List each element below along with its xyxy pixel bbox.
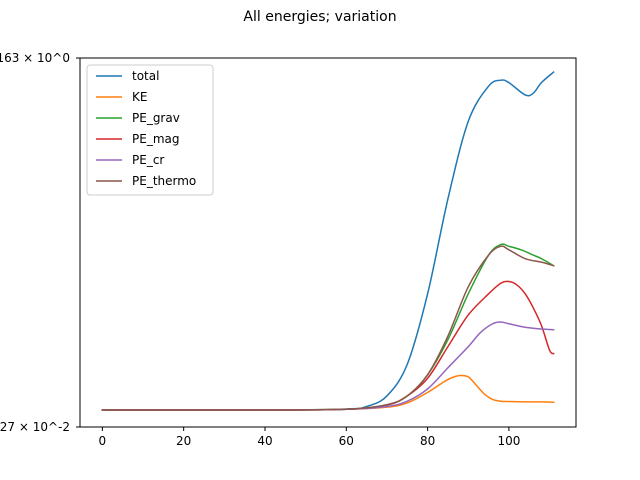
chart-title: All energies; variation xyxy=(243,9,396,25)
x-tick-label: 60 xyxy=(339,434,354,448)
series-line-ke xyxy=(101,374,555,411)
legend-label: total xyxy=(132,69,159,83)
x-tick-label: 100 xyxy=(497,434,520,448)
series-line-pe-mag xyxy=(101,280,555,411)
x-axis: 0 20 40 60 80 100 xyxy=(99,427,520,448)
legend-label: PE_thermo xyxy=(132,174,196,188)
x-tick-label: 40 xyxy=(257,434,272,448)
legend-label: PE_cr xyxy=(132,153,164,167)
y-tick-label-top: -163 × 10^0 xyxy=(0,51,70,65)
legend: total KE PE_grav PE_mag PE_cr PE_thermo xyxy=(86,64,214,196)
series-layer xyxy=(101,71,555,411)
legend-label: KE xyxy=(132,90,147,104)
series-line-pe-thermo xyxy=(101,245,555,411)
y-axis: -163 × 10^0 427 × 10^-2 xyxy=(0,51,80,434)
legend-label: PE_mag xyxy=(132,132,179,146)
series-line-pe-cr xyxy=(101,321,555,411)
legend-label: PE_grav xyxy=(132,111,180,125)
x-tick-label: 0 xyxy=(99,434,107,448)
y-tick-label-bottom: 427 × 10^-2 xyxy=(0,420,70,434)
x-tick-label: 20 xyxy=(176,434,191,448)
x-tick-label: 80 xyxy=(420,434,435,448)
axes-frame xyxy=(79,57,577,428)
